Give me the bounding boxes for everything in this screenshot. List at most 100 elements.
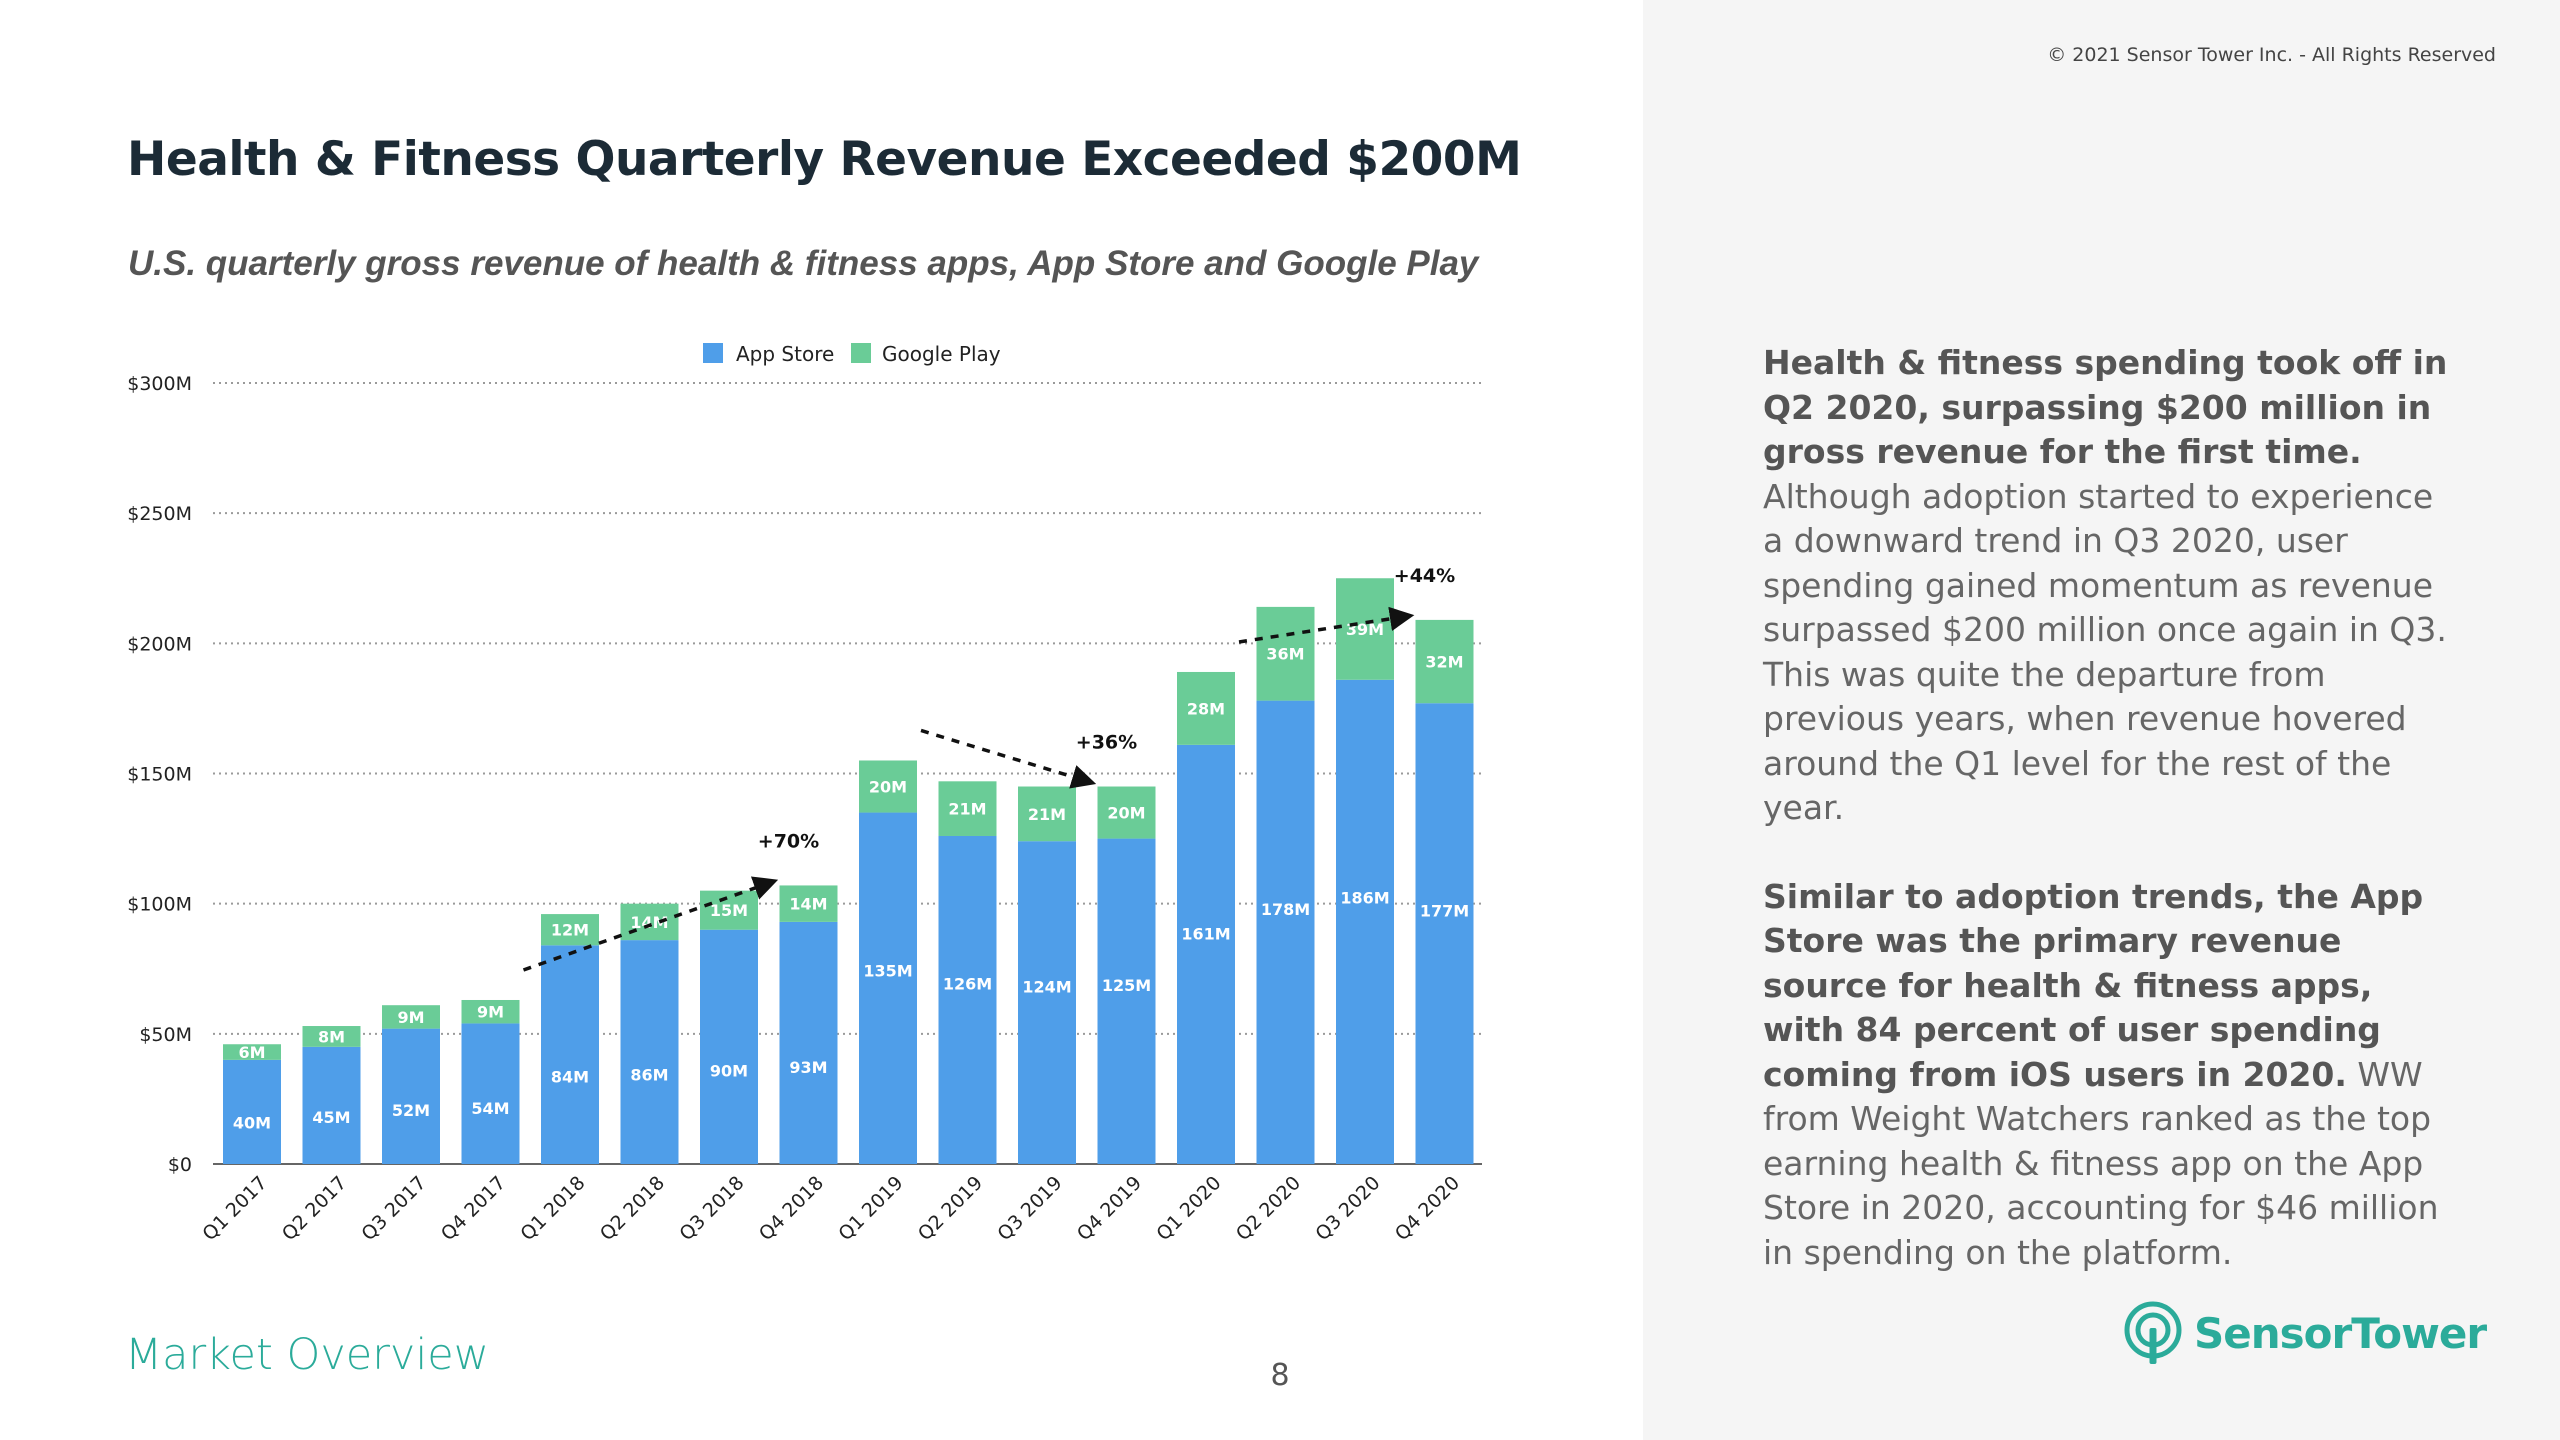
data-label-google-play: 32M	[1425, 653, 1463, 672]
bar-google-play	[541, 914, 599, 946]
bar-google-play	[223, 1044, 281, 1060]
x-tick-label: Q1 2018	[516, 1172, 589, 1245]
data-label-app-store: 93M	[789, 1058, 827, 1077]
bar-app-store	[541, 945, 599, 1164]
bar-app-store	[938, 835, 997, 1164]
growth-arrow	[1238, 606, 1415, 644]
bar-google-play	[1177, 671, 1235, 745]
data-label-google-play: 12M	[551, 921, 589, 940]
chart-bars: 40M 6M 45M 8M 52M 9M 54M 9M 84M 12M 86M 14M 90M 15M 93…	[223, 578, 1474, 1164]
y-tick-label: $300M	[127, 373, 192, 395]
bar-google-play	[779, 885, 838, 922]
bar-app-store	[1256, 700, 1315, 1164]
data-label-app-store: 124M	[1022, 977, 1071, 996]
x-tick-label: Q4 2017	[437, 1172, 510, 1245]
data-label-google-play: 21M	[1028, 805, 1066, 824]
x-tick-label: Q1 2017	[198, 1172, 271, 1245]
legend-swatch-google-play	[851, 343, 871, 363]
bar-google-play	[382, 1005, 440, 1029]
x-tick-label: Q1 2019	[834, 1172, 907, 1245]
legend-label-app-store: App Store	[736, 342, 834, 366]
copyright-text: © 2021 Sensor Tower Inc. - All Rights Re…	[2047, 44, 2496, 66]
x-tick-label: Q1 2020	[1152, 1172, 1225, 1245]
x-tick-label: Q2 2019	[914, 1172, 987, 1245]
legend-label-google-play: Google Play	[882, 342, 1001, 366]
x-tick-label: Q2 2017	[278, 1172, 351, 1245]
growth-annotation-label: +70%	[758, 830, 819, 852]
chart-legend: App Store Google Play	[703, 342, 1001, 366]
bar-app-store	[700, 929, 758, 1164]
data-label-google-play: 14M	[630, 913, 668, 932]
x-tick-label: Q3 2018	[675, 1172, 748, 1245]
y-tick-label: $250M	[127, 503, 192, 525]
data-label-google-play: 14M	[789, 895, 827, 914]
page-title: Health & Fitness Quarterly Revenue Excee…	[127, 132, 1522, 187]
page-number: 8	[1270, 1358, 1290, 1393]
bar-app-store	[461, 1023, 520, 1164]
commentary-panel	[1643, 0, 2560, 1440]
growth-annotation-label: +36%	[1076, 732, 1137, 754]
bar-google-play	[859, 760, 917, 813]
data-label-google-play: 21M	[948, 800, 986, 819]
y-tick-label: $0	[168, 1154, 192, 1176]
bar-app-store	[223, 1059, 281, 1164]
data-label-app-store: 125M	[1102, 976, 1151, 995]
data-label-app-store: 126M	[943, 975, 992, 994]
bar-app-store	[1018, 841, 1076, 1164]
y-tick-label: $150M	[127, 764, 192, 786]
section-label: Market Overview	[125, 1330, 489, 1380]
data-label-google-play: 28M	[1187, 699, 1225, 718]
data-label-app-store: 45M	[312, 1108, 350, 1127]
bar-google-play	[461, 999, 520, 1024]
bar-app-store	[1415, 703, 1474, 1164]
bar-google-play	[1415, 619, 1474, 704]
data-label-app-store: 177M	[1420, 902, 1469, 921]
x-tick-label: Q3 2017	[357, 1172, 430, 1245]
data-label-app-store: 40M	[233, 1113, 271, 1132]
bar-google-play	[700, 890, 758, 930]
data-label-google-play: 39M	[1346, 620, 1384, 639]
growth-annotation-label: +44%	[1394, 565, 1455, 587]
data-label-app-store: 186M	[1340, 889, 1389, 908]
x-axis: Q1 2017 Q2 2017 Q3 2017 Q4 2017 Q1 2018 Q2 20…	[198, 1172, 1464, 1245]
sensor-tower-logo-text: SensorTower	[2194, 1308, 2487, 1358]
bar-app-store	[382, 1028, 440, 1164]
x-tick-label: Q3 2020	[1311, 1172, 1384, 1245]
bar-google-play	[1336, 578, 1394, 680]
data-label-google-play: 36M	[1266, 645, 1304, 664]
data-label-google-play: 15M	[710, 901, 748, 920]
data-label-app-store: 84M	[551, 1068, 589, 1087]
commentary-paragraph-1: Health & fitness spending took off in Q2…	[1763, 341, 2463, 831]
chart-subtitle: U.S. quarterly gross revenue of health &…	[128, 244, 1479, 283]
chart-annotations: +70% +36% +44%	[522, 565, 1455, 972]
bar-google-play	[1018, 786, 1076, 842]
y-tick-label: $50M	[139, 1024, 192, 1046]
bar-google-play	[1097, 786, 1156, 839]
y-axis: $0 $50M $100M $150M $200M $250M $300M	[127, 373, 192, 1176]
data-label-app-store: 54M	[471, 1099, 509, 1118]
bar-app-store	[620, 940, 679, 1164]
bar-app-store	[779, 921, 838, 1164]
data-label-google-play: 9M	[397, 1008, 424, 1027]
x-tick-label: Q4 2020	[1391, 1172, 1464, 1245]
sensor-tower-logo: SensorTower	[2122, 1300, 2487, 1366]
data-label-app-store: 161M	[1181, 924, 1230, 943]
y-tick-label: $200M	[127, 633, 192, 655]
bar-app-store	[859, 812, 917, 1164]
data-label-app-store: 135M	[863, 962, 912, 981]
data-label-app-store: 52M	[392, 1101, 430, 1120]
x-tick-label: Q4 2019	[1073, 1172, 1146, 1245]
data-label-google-play: 9M	[477, 1003, 504, 1022]
growth-arrow	[522, 876, 779, 972]
bar-google-play	[938, 781, 997, 836]
revenue-bar-chart: App Store Google Play $0 $50M $100M $150M $2…	[127, 342, 1482, 1245]
bar-app-store	[302, 1046, 361, 1164]
commentary-p2-highlight: Similar to adoption trends, the App Stor…	[1763, 876, 2424, 1094]
data-label-app-store: 90M	[710, 1061, 748, 1080]
commentary-p1-body: Although adoption started to experience …	[1763, 476, 2447, 828]
data-label-app-store: 86M	[630, 1065, 668, 1084]
data-label-google-play: 20M	[869, 778, 907, 797]
bar-app-store	[1336, 679, 1394, 1164]
commentary-text: Health & fitness spending took off in Q2…	[1763, 341, 2463, 1319]
x-tick-label: Q2 2018	[596, 1172, 669, 1245]
